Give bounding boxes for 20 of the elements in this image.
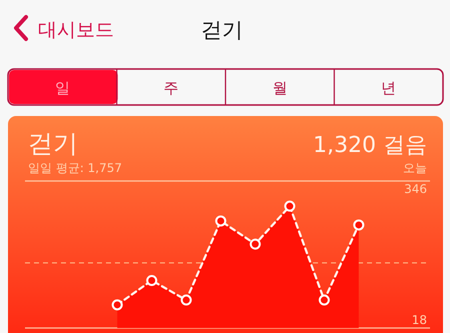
point <box>250 238 261 250</box>
text: 대시보드 <box>38 19 114 41</box>
text: 1,320 걸음 <box>313 133 427 158</box>
text: 년 <box>381 79 396 97</box>
point <box>180 294 192 306</box>
point <box>112 299 123 310</box>
text: 오늘 <box>403 161 427 175</box>
y-tick-label: 18 <box>412 313 427 328</box>
chart-subtitle: 일일 평균: 1,757 <box>28 161 122 175</box>
text: 월 <box>272 79 288 97</box>
y-tick-label: 346 <box>404 182 427 196</box>
point <box>353 219 364 230</box>
point <box>284 200 296 212</box>
point <box>215 215 226 226</box>
text: 걷기 <box>201 18 243 42</box>
text: 주 <box>164 79 179 97</box>
chart-title: 걷기 <box>28 129 78 158</box>
text: 일 <box>54 79 70 97</box>
point <box>318 294 330 306</box>
point <box>146 274 158 286</box>
